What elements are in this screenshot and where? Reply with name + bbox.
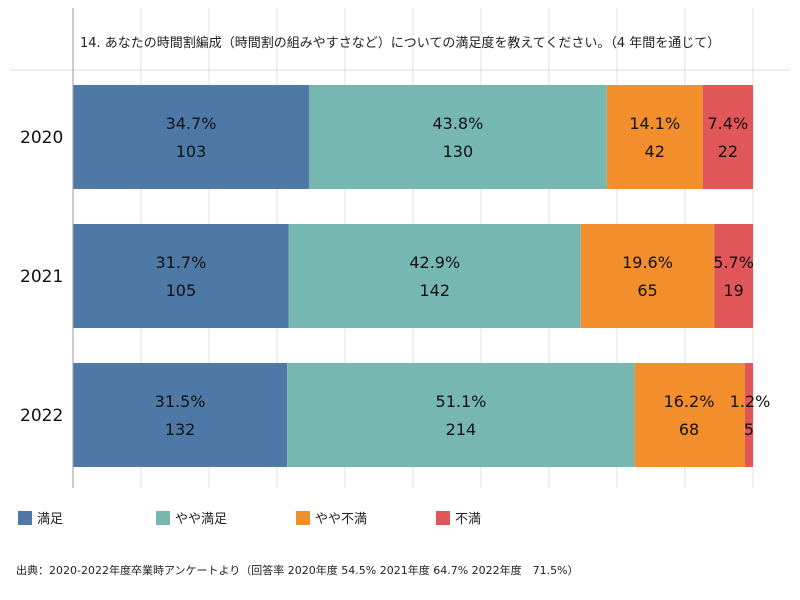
data-labels: 34.7% 103 43.8% 130 14.1% 42 7.4% 22 31.7% 105 42.… (155, 114, 771, 439)
count-label-2020-不満: 22 (718, 142, 738, 161)
bar-2020-やや不満 (606, 85, 703, 189)
legend-swatch-やや満足 (156, 511, 170, 525)
count-label-2021-不満: 19 (723, 281, 743, 300)
chart-title: 14. あなたの時間割編成（時間割の組みやすさなど）についての満足度を教えてくだ… (80, 35, 720, 51)
bar-2021-やや不満 (580, 224, 715, 328)
bar-2020-満足 (73, 85, 309, 189)
value-label-2022-やや不満: 16.2% (664, 392, 715, 411)
value-label-2022-満足: 31.5% (155, 392, 206, 411)
count-label-2022-やや満足: 214 (446, 420, 477, 439)
count-label-2020-満足: 103 (176, 142, 207, 161)
legend-label-不満: 不満 (455, 512, 481, 527)
bar-2021-不満 (714, 224, 753, 328)
count-label-2020-やや満足: 130 (443, 142, 474, 161)
value-label-2021-やや満足: 42.9% (409, 253, 460, 272)
value-label-2020-不満: 7.4% (708, 114, 749, 133)
bar-2021-満足 (73, 224, 289, 328)
bar-2021-やや満足 (288, 224, 581, 328)
legend-label-満足: 満足 (37, 512, 63, 527)
count-label-2022-不満: 5 (744, 420, 754, 439)
value-label-2021-不満: 5.7% (713, 253, 754, 272)
count-label-2022-やや不満: 68 (679, 420, 699, 439)
legend: 満足 やや満足 やや不満 不満 (18, 511, 481, 527)
legend-swatch-やや不満 (296, 511, 310, 525)
category-label-2022: 2022 (20, 406, 63, 426)
bar-2020-やや満足 (308, 85, 607, 189)
value-label-2020-やや満足: 43.8% (432, 114, 483, 133)
bars (73, 85, 753, 467)
legend-swatch-満足 (18, 511, 32, 525)
category-label-2020: 2020 (20, 128, 63, 148)
value-label-2020-やや不満: 14.1% (629, 114, 680, 133)
count-label-2021-満足: 105 (166, 281, 197, 300)
legend-label-やや満足: やや満足 (175, 512, 227, 527)
value-label-2021-やや不満: 19.6% (622, 253, 673, 272)
count-label-2022-満足: 132 (165, 420, 196, 439)
count-label-2020-やや不満: 42 (645, 142, 665, 161)
count-label-2021-やや不満: 65 (637, 281, 657, 300)
bar-2022-やや満足 (287, 363, 635, 467)
bar-2020-不満 (702, 85, 753, 189)
value-label-2022-やや満足: 51.1% (436, 392, 487, 411)
bar-2022-満足 (73, 363, 288, 467)
legend-label-やや不満: やや不満 (315, 512, 367, 527)
category-labels: 2020 2021 2022 (20, 128, 63, 426)
bar-2022-やや不満 (634, 363, 745, 467)
footnote: 出典：2020-2022年度卒業時アンケートより（回答率 2020年度 54.5… (16, 563, 579, 577)
category-label-2021: 2021 (20, 267, 63, 287)
bar-2022-不満 (744, 363, 753, 467)
value-label-2021-満足: 31.7% (155, 253, 206, 272)
value-label-2020-満足: 34.7% (166, 114, 217, 133)
value-label-2022-不満: 1.2% (730, 392, 771, 411)
legend-swatch-不満 (436, 511, 450, 525)
count-label-2021-やや満足: 142 (420, 281, 451, 300)
